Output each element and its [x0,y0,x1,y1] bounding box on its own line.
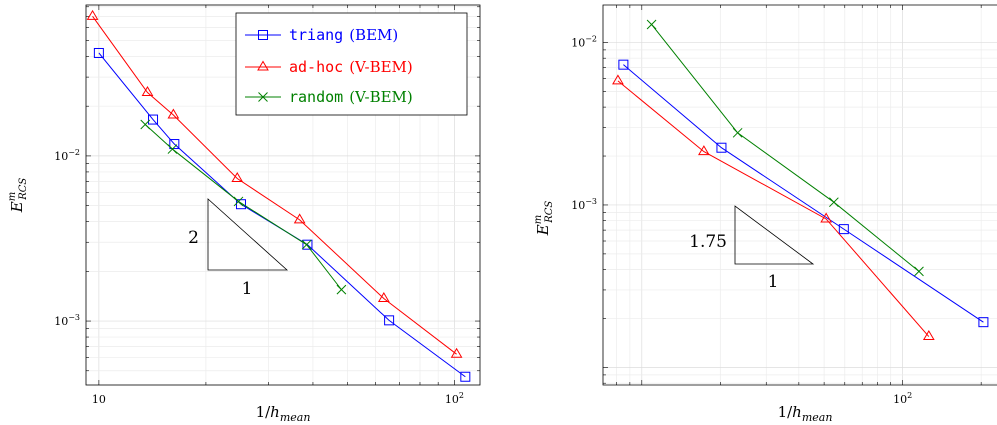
right-chart-series-random-point [732,127,743,138]
left-chart-series [86,9,471,382]
slope-triangle-horizontal-label: 1 [768,272,779,292]
left-chart-frame [85,4,481,386]
right-chart-series-ad-hoc-point [698,145,710,156]
slope-triangle-horizontal-label: 1 [242,279,253,299]
right-chart-y-tick-label: 10−3 [571,197,597,212]
left-chart-slope-triangle: 2 1 [188,198,289,299]
right-chart-slope-triangle: 1.75 1 [689,205,815,292]
left-chart-series-triang-point [148,114,159,125]
left-chart-x-tick-label: 10 [92,393,106,406]
left-chart-y-tick-label: 10−2 [54,148,80,163]
left-chart-y-axis-label: EmRCS [7,178,29,214]
right-chart-y-tick-label: 10−2 [571,34,597,49]
legend-ad-hoc-marker [257,60,269,71]
right-chart-x-axis-label: 1/hmean [778,403,833,424]
left-chart-ticks [86,5,480,385]
left-chart-series-ad-hoc-point [141,86,154,97]
right-chart-series-triang-point [838,224,849,235]
right-chart-series-random-point [914,266,924,277]
legend: triang (BEM) ad-hoc (V-BEM) random (V-BEM) [235,12,468,116]
right-chart: 102 10−2 10−3 1.75 1 1/hmean EmRCS [533,4,997,424]
left-chart: 10 102 10−2 10−3 2 1 triang (BEM) ad-hoc (V-B… [7,4,481,424]
left-chart-series-triang-point [384,315,395,326]
right-chart-series-triang-point [716,142,727,153]
right-chart-tick-labels: 102 10−2 10−3 [571,34,912,406]
right-chart-series [612,19,989,341]
right-chart-series-triang-point [978,317,989,328]
right-chart-series-ad-hoc-line [617,80,930,337]
left-chart-x-axis-label: 1/hmean [256,403,311,424]
left-chart-series-triang-point [460,371,471,382]
right-chart-series-random-line [651,24,920,272]
right-chart-frame [602,4,997,386]
left-chart-tick-labels: 10 102 10−2 10−3 [54,148,464,406]
legend-triang-label: triang (BEM) [289,26,398,44]
legend-triang-marker [258,30,268,40]
legend-random-label: random (V-BEM) [289,88,413,106]
left-chart-series-triang-point [302,239,313,250]
right-chart-series-ad-hoc-point [820,212,833,223]
left-chart-y-tick-label: 10−3 [54,313,80,328]
right-chart-series-random-point [829,197,839,208]
left-chart-series-triang-point [93,47,104,58]
left-chart-series-random-point [167,144,178,154]
slope-triangle-vertical-label: 2 [188,228,199,248]
left-chart-x-tick-label: 102 [445,391,464,406]
left-chart-series-random-line [144,124,342,290]
left-chart-series-ad-hoc-point [377,291,390,302]
left-chart-series-random-point [336,284,347,295]
right-chart-grid [603,5,997,385]
left-chart-series-ad-hoc-point [450,347,463,358]
legend-box [235,12,468,116]
right-chart-series-triang-line [623,64,984,323]
left-chart-series-triang-point [235,199,246,210]
right-chart-series-random-point [646,19,657,30]
left-chart-series-ad-hoc-point [167,108,180,119]
legend-ad-hoc-label: ad-hoc (V-BEM) [289,58,413,76]
legend-random-marker [258,92,268,102]
slope-triangle-shape [734,205,815,265]
left-chart-series-ad-hoc-point [86,9,99,20]
slope-triangle-shape [207,198,289,271]
right-chart-series-ad-hoc-point [922,330,935,341]
right-chart-y-axis-label: EmRCS [533,201,555,237]
left-chart-series-random-point [301,239,312,250]
slope-triangle-vertical-label: 1.75 [689,232,727,252]
left-chart-series-triang-point [169,139,180,150]
right-chart-series-ad-hoc-point [612,74,624,85]
left-chart-series-random-point [140,119,151,130]
left-chart-series-ad-hoc-point [231,171,244,182]
left-chart-series-ad-hoc-point [293,213,306,224]
right-chart-series-triang-point [618,59,629,70]
right-chart-x-tick-label: 102 [893,391,912,406]
right-chart-ticks [603,5,982,385]
left-chart-series-random-point [233,196,244,207]
left-chart-series-ad-hoc-line [92,16,457,355]
